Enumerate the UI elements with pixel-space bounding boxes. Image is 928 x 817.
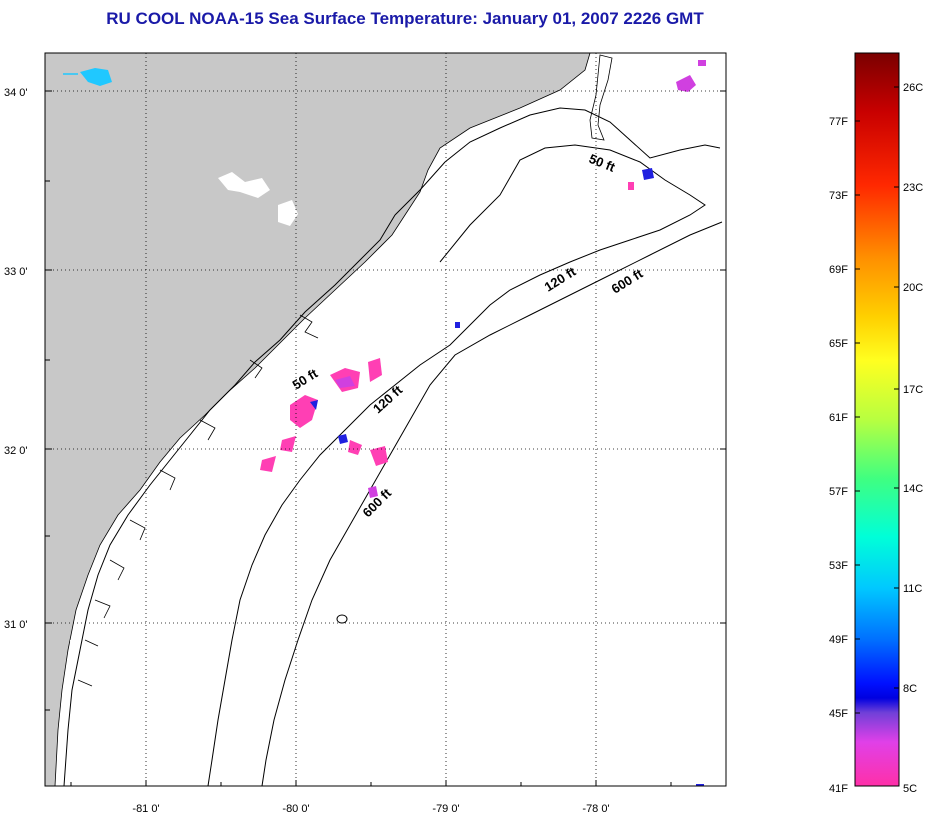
colorbar-c-label: 5C [903, 783, 917, 795]
gridlines [45, 53, 726, 786]
colorbar-c-label: 17C [903, 384, 923, 396]
colorbar-f-label: 61F [829, 412, 848, 424]
colorbar-c-label: 11C [903, 583, 922, 595]
colorbar-f-label: 65F [829, 338, 848, 350]
contour-120ft [207, 144, 706, 787]
colorbar-ticks [855, 86, 899, 714]
colorbar-c-label: 20C [903, 282, 923, 294]
colorbar-f-label: 53F [829, 560, 848, 572]
colorbar-f-label: 69F [829, 264, 848, 276]
lat-tick-label: 34 0' [4, 87, 28, 99]
land-patch [589, 54, 613, 141]
lon-tick-label: -80 0' [282, 803, 309, 815]
colorbar-c-label: 23C [903, 182, 923, 194]
lon-tick-label: -81 0' [132, 803, 159, 815]
colorbar-f-label: 73F [829, 190, 848, 202]
colorbar-c-label: 8C [903, 683, 917, 695]
map-frame [44, 52, 727, 787]
lat-tick-label: 32 0' [4, 445, 28, 457]
colorbar-f-label: 41F [829, 783, 848, 795]
lat-tick-label: 33 0' [4, 266, 28, 278]
cloud-speck [80, 68, 112, 86]
map-title: RU COOL NOAA-15 Sea Surface Temperature:… [106, 9, 704, 28]
land-mass [44, 52, 591, 787]
colorbar-c-label: 14C [903, 483, 923, 495]
lat-tick-label: 31 0' [4, 619, 28, 631]
colorbar-f-label: 57F [829, 486, 848, 498]
lon-tick-label: -78 0' [582, 803, 609, 815]
frame-ticks [45, 90, 726, 786]
contour-50ft [63, 107, 721, 787]
sst-data-pixels [260, 60, 706, 786]
colorbar-gradient [854, 52, 900, 787]
colorbar-f-label: 45F [829, 708, 848, 720]
colorbar-f-label: 77F [829, 116, 848, 128]
contour-600ft [261, 221, 723, 787]
inland-patch [218, 172, 270, 198]
inland-patch [278, 200, 298, 226]
colorbar-c-label: 26C [903, 82, 923, 94]
coastline-detail [77, 314, 319, 687]
lon-tick-label: -79 0' [432, 803, 459, 815]
colorbar-f-label: 49F [829, 634, 848, 646]
